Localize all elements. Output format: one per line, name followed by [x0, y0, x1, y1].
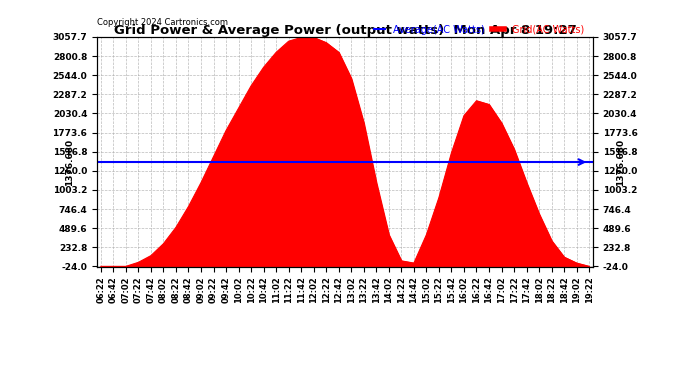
Text: 1376.680: 1376.680 — [615, 138, 624, 186]
Title: Grid Power & Average Power (output watts)  Mon Apr 8 19:27: Grid Power & Average Power (output watts… — [114, 24, 576, 36]
Text: 1376.680: 1376.680 — [66, 138, 75, 186]
Legend: Average(AC Watts), Grid(AC Watts): Average(AC Watts), Grid(AC Watts) — [370, 21, 588, 39]
Text: Copyright 2024 Cartronics.com: Copyright 2024 Cartronics.com — [97, 18, 228, 27]
